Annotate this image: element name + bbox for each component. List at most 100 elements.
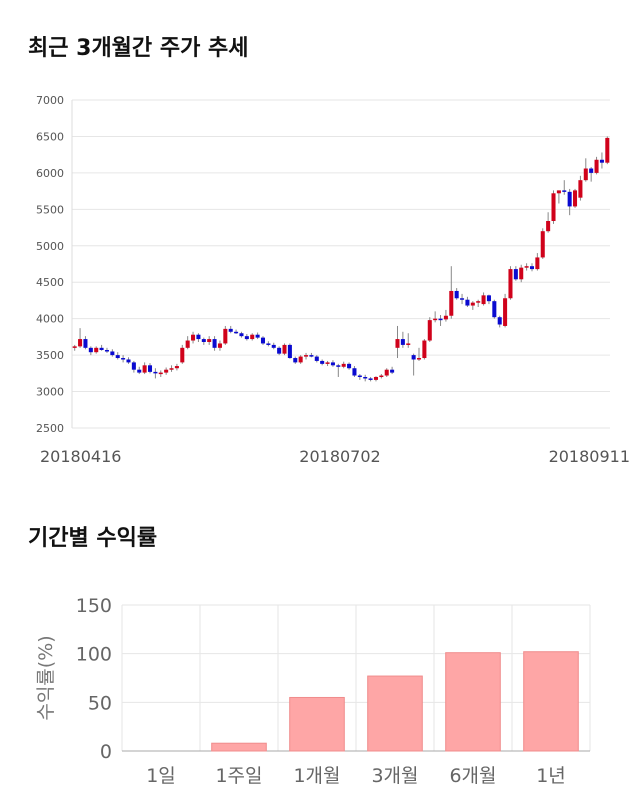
candle-body [497, 317, 502, 325]
candle-body [293, 358, 298, 363]
y-axis-label: 수익률(%) [35, 635, 57, 720]
y-tick-label: 50 [88, 692, 112, 714]
candle-body [228, 328, 233, 332]
candle-body [320, 360, 325, 364]
candle-body [277, 347, 282, 354]
candle-body [503, 298, 508, 326]
candle-body [384, 369, 389, 376]
x-tick-label: 1개월 [293, 765, 340, 787]
candle-body [427, 320, 432, 341]
x-tick-label: 20180416 [40, 447, 121, 466]
y-tick-label: 150 [76, 595, 112, 617]
candle-body [147, 365, 153, 372]
y-tick-label: 6500 [36, 130, 64, 143]
candlestick-chart: 2500 3000 3500 4000 4500 5000 5500 6000 6500 7000… [36, 94, 630, 466]
candle-body [422, 340, 427, 359]
returns-bar-chart: 0 50 100 150 1일 1주일 1개월 3개월 6개월 1년 수익률(%) [35, 595, 591, 787]
candle-body [282, 344, 287, 354]
candle-body [605, 137, 610, 163]
candle-body [330, 362, 335, 366]
candle-body [104, 350, 109, 352]
candle-body [416, 358, 422, 360]
candle-body [406, 343, 411, 345]
return-bar [445, 652, 501, 752]
x-tick-label: 20180702 [299, 447, 380, 466]
candle-body [244, 336, 249, 340]
candle-body [438, 318, 443, 321]
candle-body [325, 362, 330, 364]
candle-body [443, 315, 448, 320]
candle-body [481, 295, 486, 305]
candle-body [153, 371, 158, 374]
candle-body [357, 375, 362, 378]
y-tick-label: 100 [76, 644, 112, 666]
candle-body [191, 334, 196, 341]
return-bar [367, 675, 423, 752]
y-tick-label: 4500 [36, 276, 64, 289]
candle-body [519, 267, 524, 280]
candle-body [185, 340, 190, 348]
candle-body [352, 368, 357, 376]
candle-body [395, 339, 400, 348]
candle-body [411, 355, 416, 360]
y-tick-label: 6000 [36, 167, 64, 180]
candle-body [578, 180, 583, 198]
candle-body [250, 334, 255, 340]
candle-body [164, 369, 169, 373]
candle-body [390, 369, 395, 373]
candle-body [449, 290, 454, 316]
candle-body [476, 301, 481, 303]
candle-body [599, 159, 604, 163]
candle-body [513, 269, 518, 280]
x-tick-label: 1년 [536, 765, 566, 787]
candle-body [465, 299, 470, 306]
candle-body [223, 328, 228, 344]
x-tick-label: 3개월 [371, 765, 418, 787]
candle-body [540, 231, 545, 258]
candle-body [137, 369, 142, 373]
candle-body [341, 363, 346, 367]
y-tick-label: 2500 [36, 422, 64, 435]
candle-body [562, 190, 567, 192]
candle-body [314, 356, 319, 361]
candle-body [309, 355, 314, 357]
candle-body [363, 376, 368, 379]
candle-body [454, 290, 459, 299]
candle-body [266, 343, 271, 345]
candle-body [88, 347, 93, 353]
candle-body [567, 191, 572, 207]
candle-body [529, 266, 535, 270]
y-tick-label: 7000 [36, 94, 64, 107]
candle-body [460, 298, 465, 300]
price-trend-title: 최근 3개월간 주가 추세 [28, 36, 249, 61]
candle-body [524, 266, 529, 268]
candle-body [174, 366, 179, 369]
candle-body [551, 193, 556, 221]
candle-body [589, 168, 594, 173]
candle-body [239, 333, 244, 337]
candle-body [158, 372, 163, 375]
candle-body [99, 347, 104, 351]
y-tick-label: 5500 [36, 203, 64, 216]
x-tick-label: 1일 [146, 765, 176, 787]
candle-body [373, 376, 378, 380]
candle-body [201, 339, 206, 342]
candle-body [546, 220, 551, 232]
candle-body [298, 356, 303, 363]
y-tick-label: 5000 [36, 240, 64, 253]
y-tick-label: 0 [100, 741, 112, 763]
candle-body [492, 301, 497, 318]
candle-body [470, 302, 475, 306]
candle-body [83, 339, 88, 348]
candle-body [556, 190, 561, 194]
candle-body [379, 375, 384, 378]
candle-body [583, 168, 588, 181]
candle-body [347, 363, 352, 369]
candle-body [121, 358, 126, 360]
candle-body [94, 347, 99, 353]
candle-body [72, 346, 77, 348]
candle-body [169, 368, 174, 370]
candle-body [180, 347, 185, 363]
x-tick-label: 20180911 [549, 447, 630, 466]
return-bar [211, 742, 267, 752]
